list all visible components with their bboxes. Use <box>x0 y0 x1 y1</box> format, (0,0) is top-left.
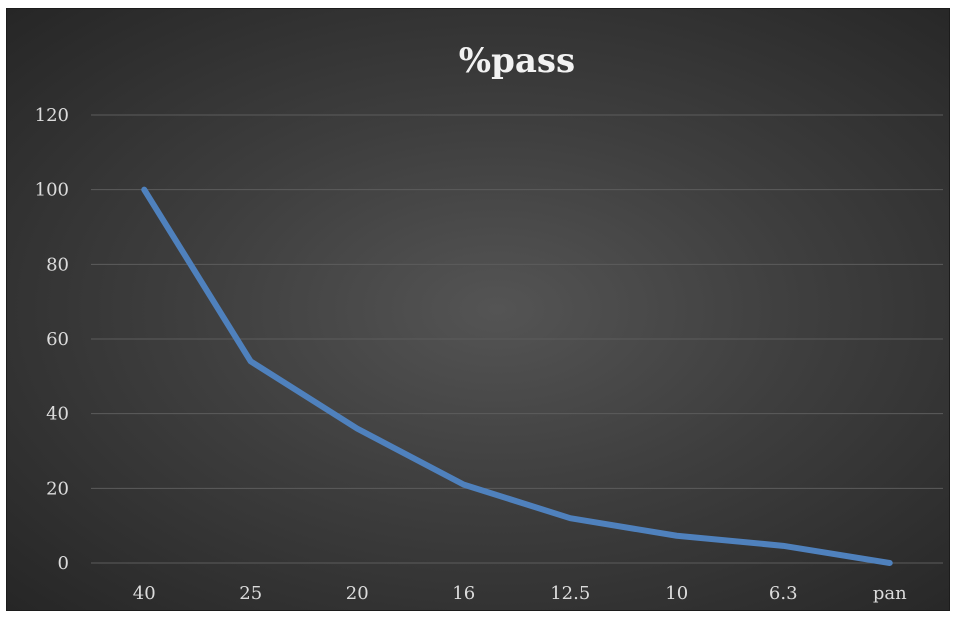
y-tick-label: 120 <box>35 105 69 126</box>
data-point <box>676 535 678 537</box>
y-tick-label: 80 <box>46 254 69 275</box>
x-axis-ticks: 40 25 20 16 12.5 10 6.3 pan <box>133 583 907 604</box>
series-layer <box>141 186 893 566</box>
x-tick-label: 12.5 <box>550 583 590 604</box>
series-line <box>141 186 893 566</box>
data-point <box>463 484 465 486</box>
data-point <box>782 545 784 547</box>
x-tick-label: 40 <box>133 583 156 604</box>
x-tick-label: 25 <box>239 583 262 604</box>
y-tick-label: 0 <box>58 553 69 574</box>
x-tick-label: 20 <box>346 583 369 604</box>
x-tick-label: 16 <box>452 583 475 604</box>
y-tick-label: 60 <box>46 329 69 350</box>
line-chart: 0 20 40 60 80 100 120 40 25 20 16 12.5 10 6.3 pan %pa… <box>35 41 943 604</box>
data-point <box>569 517 571 519</box>
data-point <box>143 189 145 191</box>
x-tick-label: 10 <box>665 583 688 604</box>
chart-area: 0 20 40 60 80 100 120 40 25 20 16 12.5 10 6.3 pan %pa… <box>6 8 950 611</box>
data-point <box>356 428 358 430</box>
y-tick-label: 20 <box>46 478 69 499</box>
chart-title: %pass <box>459 41 575 81</box>
x-tick-label: pan <box>873 583 907 604</box>
y-axis-ticks: 0 20 40 60 80 100 120 <box>35 105 69 574</box>
x-tick-label: 6.3 <box>769 583 798 604</box>
gridlines <box>91 114 943 564</box>
y-tick-label: 100 <box>35 180 69 201</box>
y-tick-label: 40 <box>46 404 69 425</box>
data-point <box>250 360 252 362</box>
data-point <box>889 562 891 564</box>
